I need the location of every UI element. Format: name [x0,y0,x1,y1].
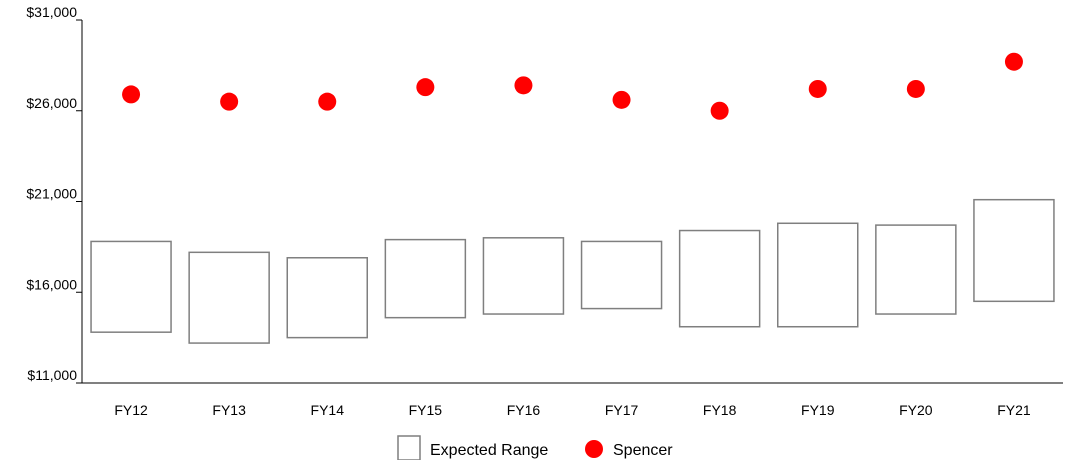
y-tick-label: $26,000 [26,95,77,111]
x-tick-label: FY16 [507,402,541,418]
spencer-point [318,92,337,111]
expected-range-box [875,224,957,315]
legend: Expected Range Spencer [397,435,673,460]
x-tick-label: FY12 [114,402,148,418]
expected-range-boxes [90,198,1055,344]
x-tick-label: FY17 [605,402,639,418]
spencer-point [1004,52,1023,71]
y-axis: $11,000 $16,000 $21,000 $26,000 $31,000 [26,4,83,384]
y-tick-label: $16,000 [26,276,77,292]
expected-range-box [188,251,270,344]
expected-range-box [384,238,467,319]
spencer-point [710,101,729,120]
expected-range-box [90,240,172,333]
x-tick-label: FY15 [409,402,443,418]
spencer-point [906,79,925,98]
expected-range-box [482,237,565,315]
spencer-point [612,90,631,109]
x-tick-label: FY19 [801,402,835,418]
x-tick-label: FY21 [997,402,1031,418]
legend-spencer-label: Spencer [613,442,673,459]
spencer-point [220,92,239,111]
x-tick-label: FY13 [212,402,246,418]
y-tick-label: $21,000 [26,186,77,202]
y-tick-label: $11,000 [27,367,77,383]
spencer-point [808,79,827,98]
expected-range-box [286,257,368,339]
legend-expected-range-swatch [397,435,421,460]
expected-range-box [580,240,663,310]
x-tick-label: FY20 [899,402,933,418]
x-tick-label: FY18 [703,402,737,418]
legend-expected-range-label: Expected Range [430,442,548,459]
x-axis: FY12 FY13 FY14 FY15 FY16 FY17 FY18 FY19 FY20 FY21 [82,382,1063,418]
y-tick-label: $31,000 [26,4,77,20]
spencer-points [122,52,1023,120]
spencer-point [122,85,141,104]
expected-range-box [678,229,761,328]
expected-range-box [777,222,859,328]
legend-spencer-swatch [585,440,603,458]
x-tick-label: FY14 [311,402,345,418]
spencer-point [416,78,435,97]
spencer-point [514,76,533,95]
expected-range-box [973,198,1055,303]
